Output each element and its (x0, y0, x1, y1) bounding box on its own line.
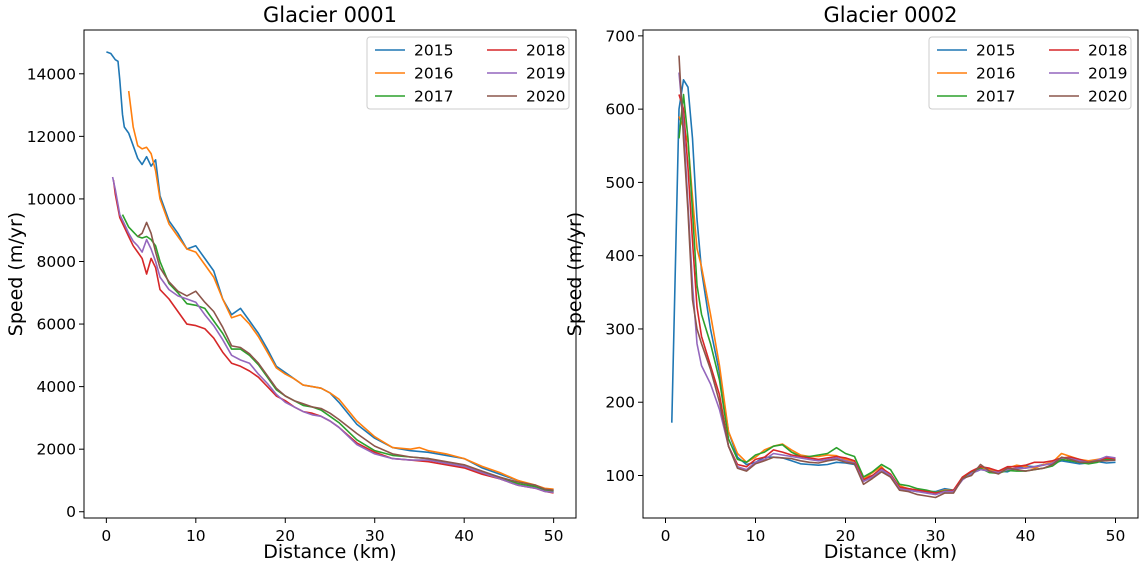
x-tick-label: 30 (926, 527, 946, 545)
series-line-2015 (671, 79, 1116, 493)
series-line-2015 (106, 51, 554, 492)
y-tick-label: 0 (66, 503, 76, 521)
x-axis-label: Distance (km) (263, 541, 396, 563)
legend-label: 2015 (976, 42, 1015, 60)
series-group (671, 55, 1116, 499)
axes-frame (83, 29, 577, 519)
legend-label: 2017 (976, 88, 1015, 106)
y-tick-label: 14000 (27, 65, 76, 83)
y-tick-label: 200 (605, 394, 635, 412)
series-line-2016 (127, 90, 554, 490)
y-tick-label: 6000 (37, 316, 76, 334)
y-tick-label: 300 (605, 320, 635, 338)
series-line-2019 (678, 72, 1116, 496)
y-axis-label: Speed (m/yr) (564, 212, 586, 336)
x-tick-label: 10 (746, 527, 766, 545)
chart-panel-2: 0 10 20 30 40 50 100 200 300 400 500 600 700 Glacier … (564, 3, 1139, 563)
x-tick-label: 50 (544, 527, 564, 545)
y-tick-label: 600 (605, 101, 635, 119)
series-group (106, 51, 554, 494)
chart-title: Glacier 0002 (823, 3, 957, 27)
series-line-2020 (678, 55, 1116, 499)
legend-label: 2019 (526, 65, 565, 83)
series-line-2019 (111, 176, 554, 494)
axes-frame (642, 29, 1139, 519)
chart-panel-1: 0 10 20 30 40 50 0 2000 4000 6000 8000 10000 12000 14… (5, 3, 577, 563)
legend-label: 2020 (1088, 88, 1127, 106)
y-tick-label: 400 (605, 247, 635, 265)
series-line-2018 (678, 94, 1116, 494)
series-line-2018 (112, 180, 554, 494)
y-tick-label: 100 (605, 467, 635, 485)
series-line-2020 (137, 221, 554, 491)
series-line-2016 (678, 116, 1116, 494)
legend-label: 2018 (1088, 42, 1127, 60)
x-tick-label: 0 (661, 527, 671, 545)
x-tick-label: 0 (101, 527, 111, 545)
series-line-2017 (678, 93, 1116, 494)
x-tick-label: 10 (186, 527, 206, 545)
x-tick-label: 20 (836, 527, 856, 545)
legend-box (928, 36, 1132, 110)
legend-label: 2016 (414, 65, 453, 83)
x-axis-label: Distance (km) (824, 541, 957, 563)
y-tick-label: 700 (605, 27, 635, 45)
legend-box (366, 36, 570, 110)
legend-label: 2016 (976, 65, 1015, 83)
legend-label: 2019 (1088, 65, 1127, 83)
legend: 2015 2016 2017 2018 2019 2020 (928, 36, 1132, 110)
x-tick-label: 50 (1106, 527, 1126, 545)
x-tick-label: 30 (365, 527, 385, 545)
legend-label: 2015 (414, 42, 453, 60)
x-tick-label: 40 (1016, 527, 1036, 545)
y-tick-label: 2000 (37, 441, 76, 459)
legend-label: 2020 (526, 88, 565, 106)
series-line-2017 (121, 214, 554, 493)
chart-title: Glacier 0001 (263, 3, 397, 27)
legend-label: 2017 (414, 88, 453, 106)
legend-label: 2018 (526, 42, 565, 60)
y-tick-label: 4000 (37, 378, 76, 396)
legend: 2015 2016 2017 2018 2019 2020 (366, 36, 570, 110)
y-tick-label: 8000 (37, 253, 76, 271)
y-axis-label: Speed (m/yr) (5, 212, 27, 336)
y-tick-label: 500 (605, 174, 635, 192)
x-tick-label: 40 (454, 527, 474, 545)
x-tick-label: 20 (275, 527, 295, 545)
y-tick-label: 10000 (27, 190, 76, 208)
y-tick-label: 12000 (27, 128, 76, 146)
